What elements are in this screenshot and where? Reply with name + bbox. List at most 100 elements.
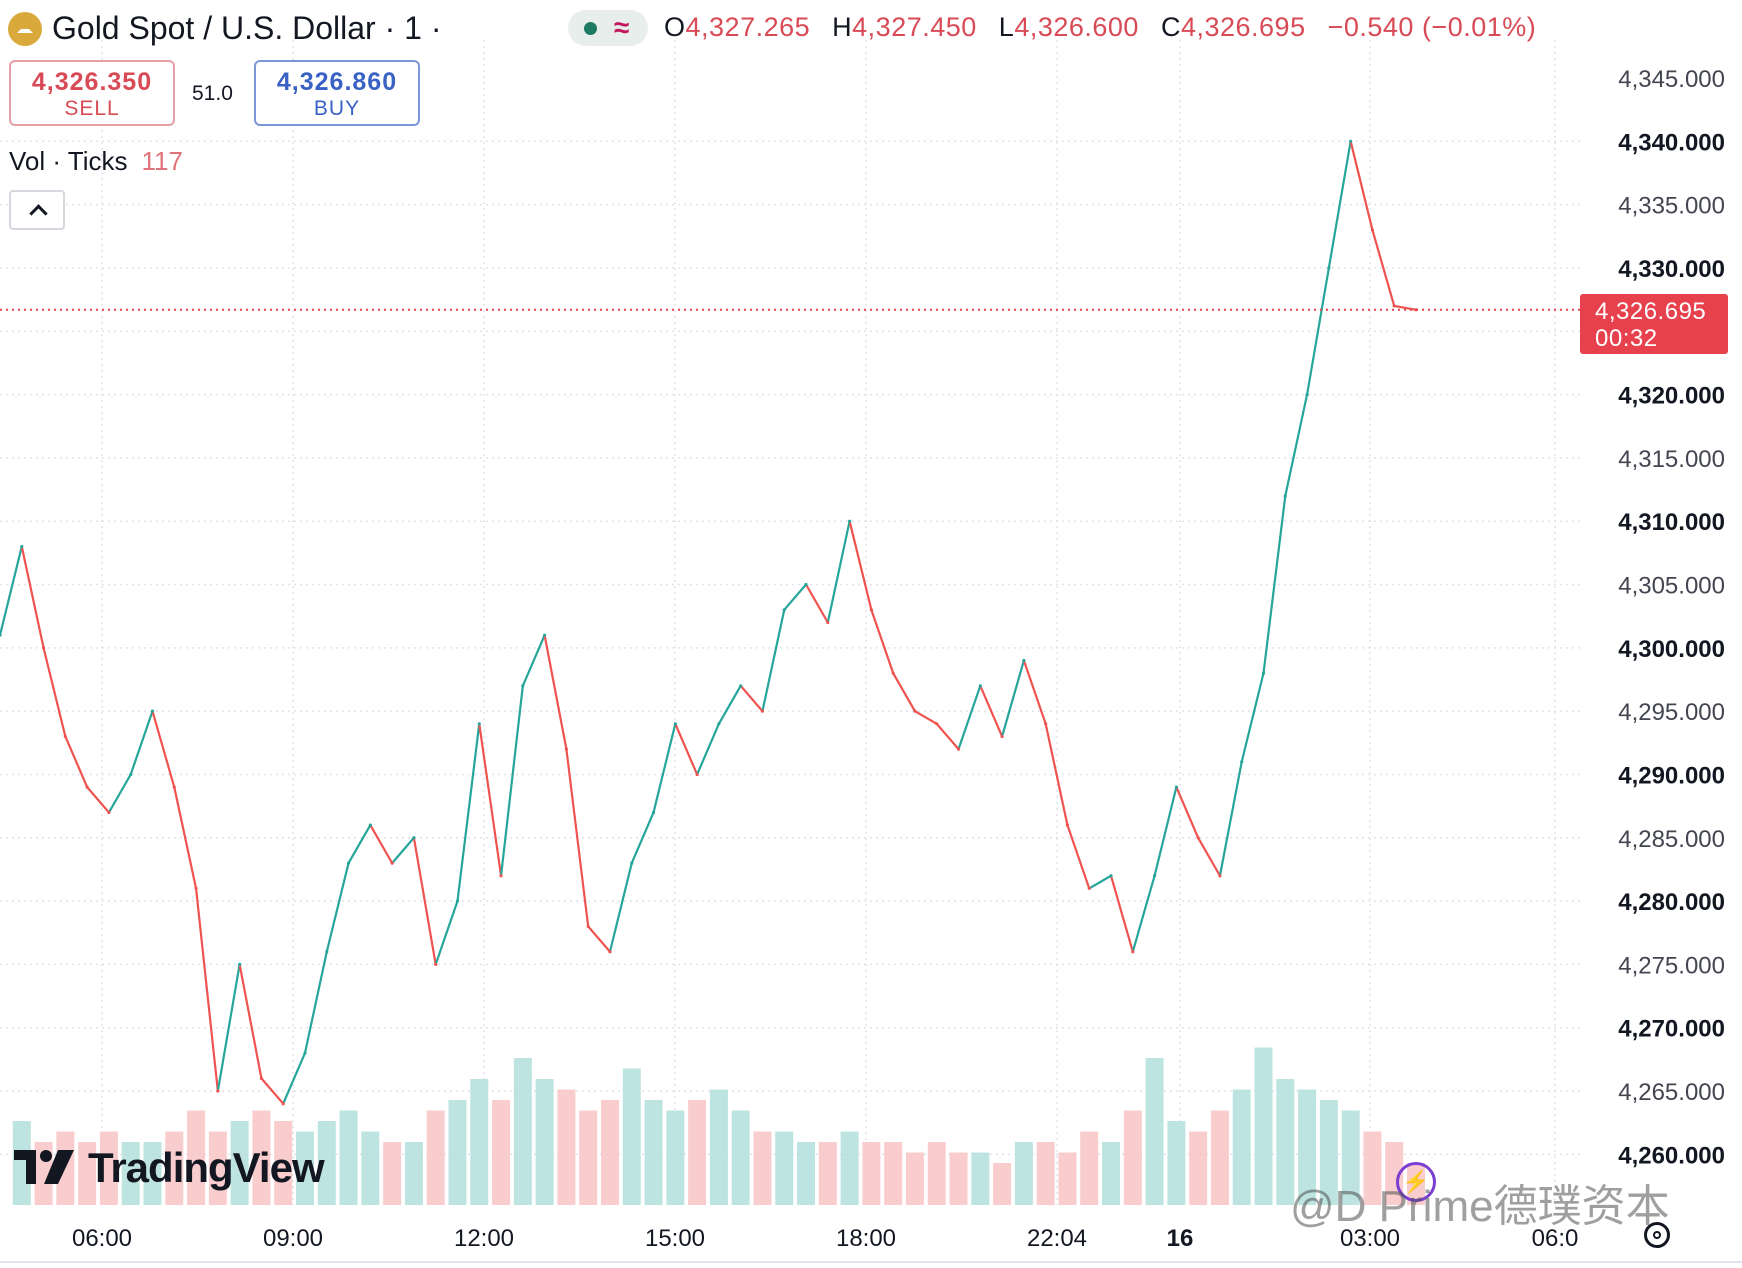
- last-price-tag: 4,326.695 00:32: [1580, 293, 1728, 354]
- volume-bar: [1210, 1110, 1229, 1205]
- volume-bar: [797, 1142, 816, 1205]
- volume-bar: [339, 1110, 358, 1205]
- collapse-legend-button[interactable]: [9, 190, 65, 230]
- volume-bar: [295, 1131, 314, 1205]
- gear-icon[interactable]: [1644, 1222, 1670, 1248]
- price-point: [346, 861, 351, 865]
- price-segment: [935, 722, 960, 751]
- price-point: [586, 924, 590, 929]
- volume-bar: [404, 1142, 423, 1205]
- price-point: [41, 646, 46, 650]
- x-tick-label: 06:00: [72, 1225, 132, 1252]
- y-tick-label: 4,260.000: [1618, 1142, 1725, 1169]
- volume-bar: [1123, 1110, 1142, 1205]
- price-point: [760, 709, 765, 713]
- price-point: [1349, 139, 1353, 143]
- volume-bar: [383, 1142, 402, 1205]
- y-tick-label: 4,280.000: [1618, 889, 1725, 916]
- last-price-value: 4,326.695: [1595, 297, 1707, 325]
- price-segment: [892, 672, 917, 713]
- price-segment: [1197, 836, 1222, 877]
- price-point: [913, 709, 917, 713]
- price-segment: [151, 710, 176, 789]
- price-segment: [1153, 786, 1178, 877]
- volume-bar: [1102, 1142, 1121, 1205]
- y-tick-label: 4,265.000: [1618, 1079, 1725, 1106]
- bar-countdown: 00:32: [1595, 324, 1658, 352]
- price-point: [630, 861, 634, 865]
- close-label: C: [1160, 12, 1181, 42]
- volume-bar: [775, 1131, 794, 1205]
- y-tick-label: 4,285.000: [1618, 826, 1725, 853]
- price-segment: [565, 748, 590, 928]
- price-segment: [1022, 659, 1047, 725]
- price-segment: [1284, 393, 1309, 497]
- volume-bar: [252, 1110, 271, 1205]
- price-point: [434, 962, 438, 967]
- price-point: [521, 684, 525, 688]
- y-tick-label: 4,320.000: [1618, 383, 1725, 410]
- volume-bar: [1298, 1089, 1317, 1205]
- price-point: [695, 772, 699, 777]
- price-segment: [456, 722, 481, 903]
- price-point: [281, 1102, 285, 1106]
- price-point: [608, 950, 612, 954]
- price-segment: [957, 684, 982, 751]
- tradingview-wordmark: TradingView: [88, 1144, 325, 1191]
- price-segment: [652, 722, 677, 814]
- volume-bar: [99, 1131, 118, 1205]
- volume-bar: [187, 1110, 206, 1205]
- y-tick-label: 4,310.000: [1618, 509, 1725, 536]
- lightning-icon[interactable]: ⚡: [1396, 1162, 1436, 1202]
- price-segment: [1240, 672, 1265, 763]
- volume-bar: [12, 1121, 31, 1205]
- volume-bar: [1189, 1131, 1208, 1205]
- open-value: 4,327.265: [685, 12, 811, 42]
- price-segment: [1262, 494, 1287, 675]
- price-segment: [587, 925, 612, 953]
- market-status-pill[interactable]: ≈: [568, 10, 648, 46]
- price-point: [194, 886, 198, 891]
- price-point: [20, 544, 24, 549]
- price-point: [1261, 671, 1266, 675]
- price-segment: [173, 786, 198, 890]
- sell-label: SELL: [64, 97, 120, 120]
- price-point: [673, 722, 677, 726]
- volume-bar: [993, 1163, 1012, 1205]
- price-segment: [1349, 140, 1374, 232]
- volume-legend-label: Vol · Ticks: [9, 146, 128, 176]
- volume-legend[interactable]: Vol · Ticks 117: [9, 146, 183, 177]
- price-point: [499, 874, 503, 878]
- sell-price: 4,326.350: [31, 68, 153, 96]
- price-point: [259, 1076, 264, 1080]
- volume-bar: [557, 1089, 576, 1205]
- price-segment: [979, 684, 1004, 738]
- y-tick-label: 4,330.000: [1618, 256, 1725, 283]
- price-point: [1022, 658, 1026, 663]
- price-segment: [804, 583, 829, 624]
- buy-label: BUY: [313, 97, 361, 120]
- price-point: [63, 734, 67, 739]
- volume-bar: [274, 1121, 293, 1205]
- spread-value: 51.0: [192, 82, 233, 105]
- buy-button[interactable]: 4,326.860 BUY: [254, 60, 420, 126]
- price-point: [1283, 494, 1287, 498]
- watermark-text: @D Prime德璞资本: [1290, 1182, 1670, 1231]
- volume-bars: [12, 1047, 1425, 1205]
- price-point: [564, 747, 569, 751]
- symbol-title[interactable]: Gold Spot / U.S. Dollar · 1 ·: [52, 10, 442, 46]
- y-tick-label: 4,345.000: [1618, 66, 1725, 93]
- chart-grid: [0, 40, 1742, 1263]
- price-segment: [870, 608, 895, 675]
- price-segment: [717, 684, 742, 725]
- price-point: [1305, 392, 1309, 397]
- sell-button[interactable]: 4,326.350 SELL: [9, 60, 175, 126]
- volume-bar: [884, 1142, 903, 1205]
- volume-bar: [622, 1068, 641, 1205]
- price-segment: [0, 545, 23, 637]
- price-segment: [1088, 874, 1113, 890]
- price-point: [804, 582, 808, 587]
- price-segment: [674, 722, 699, 776]
- price-point: [0, 633, 2, 637]
